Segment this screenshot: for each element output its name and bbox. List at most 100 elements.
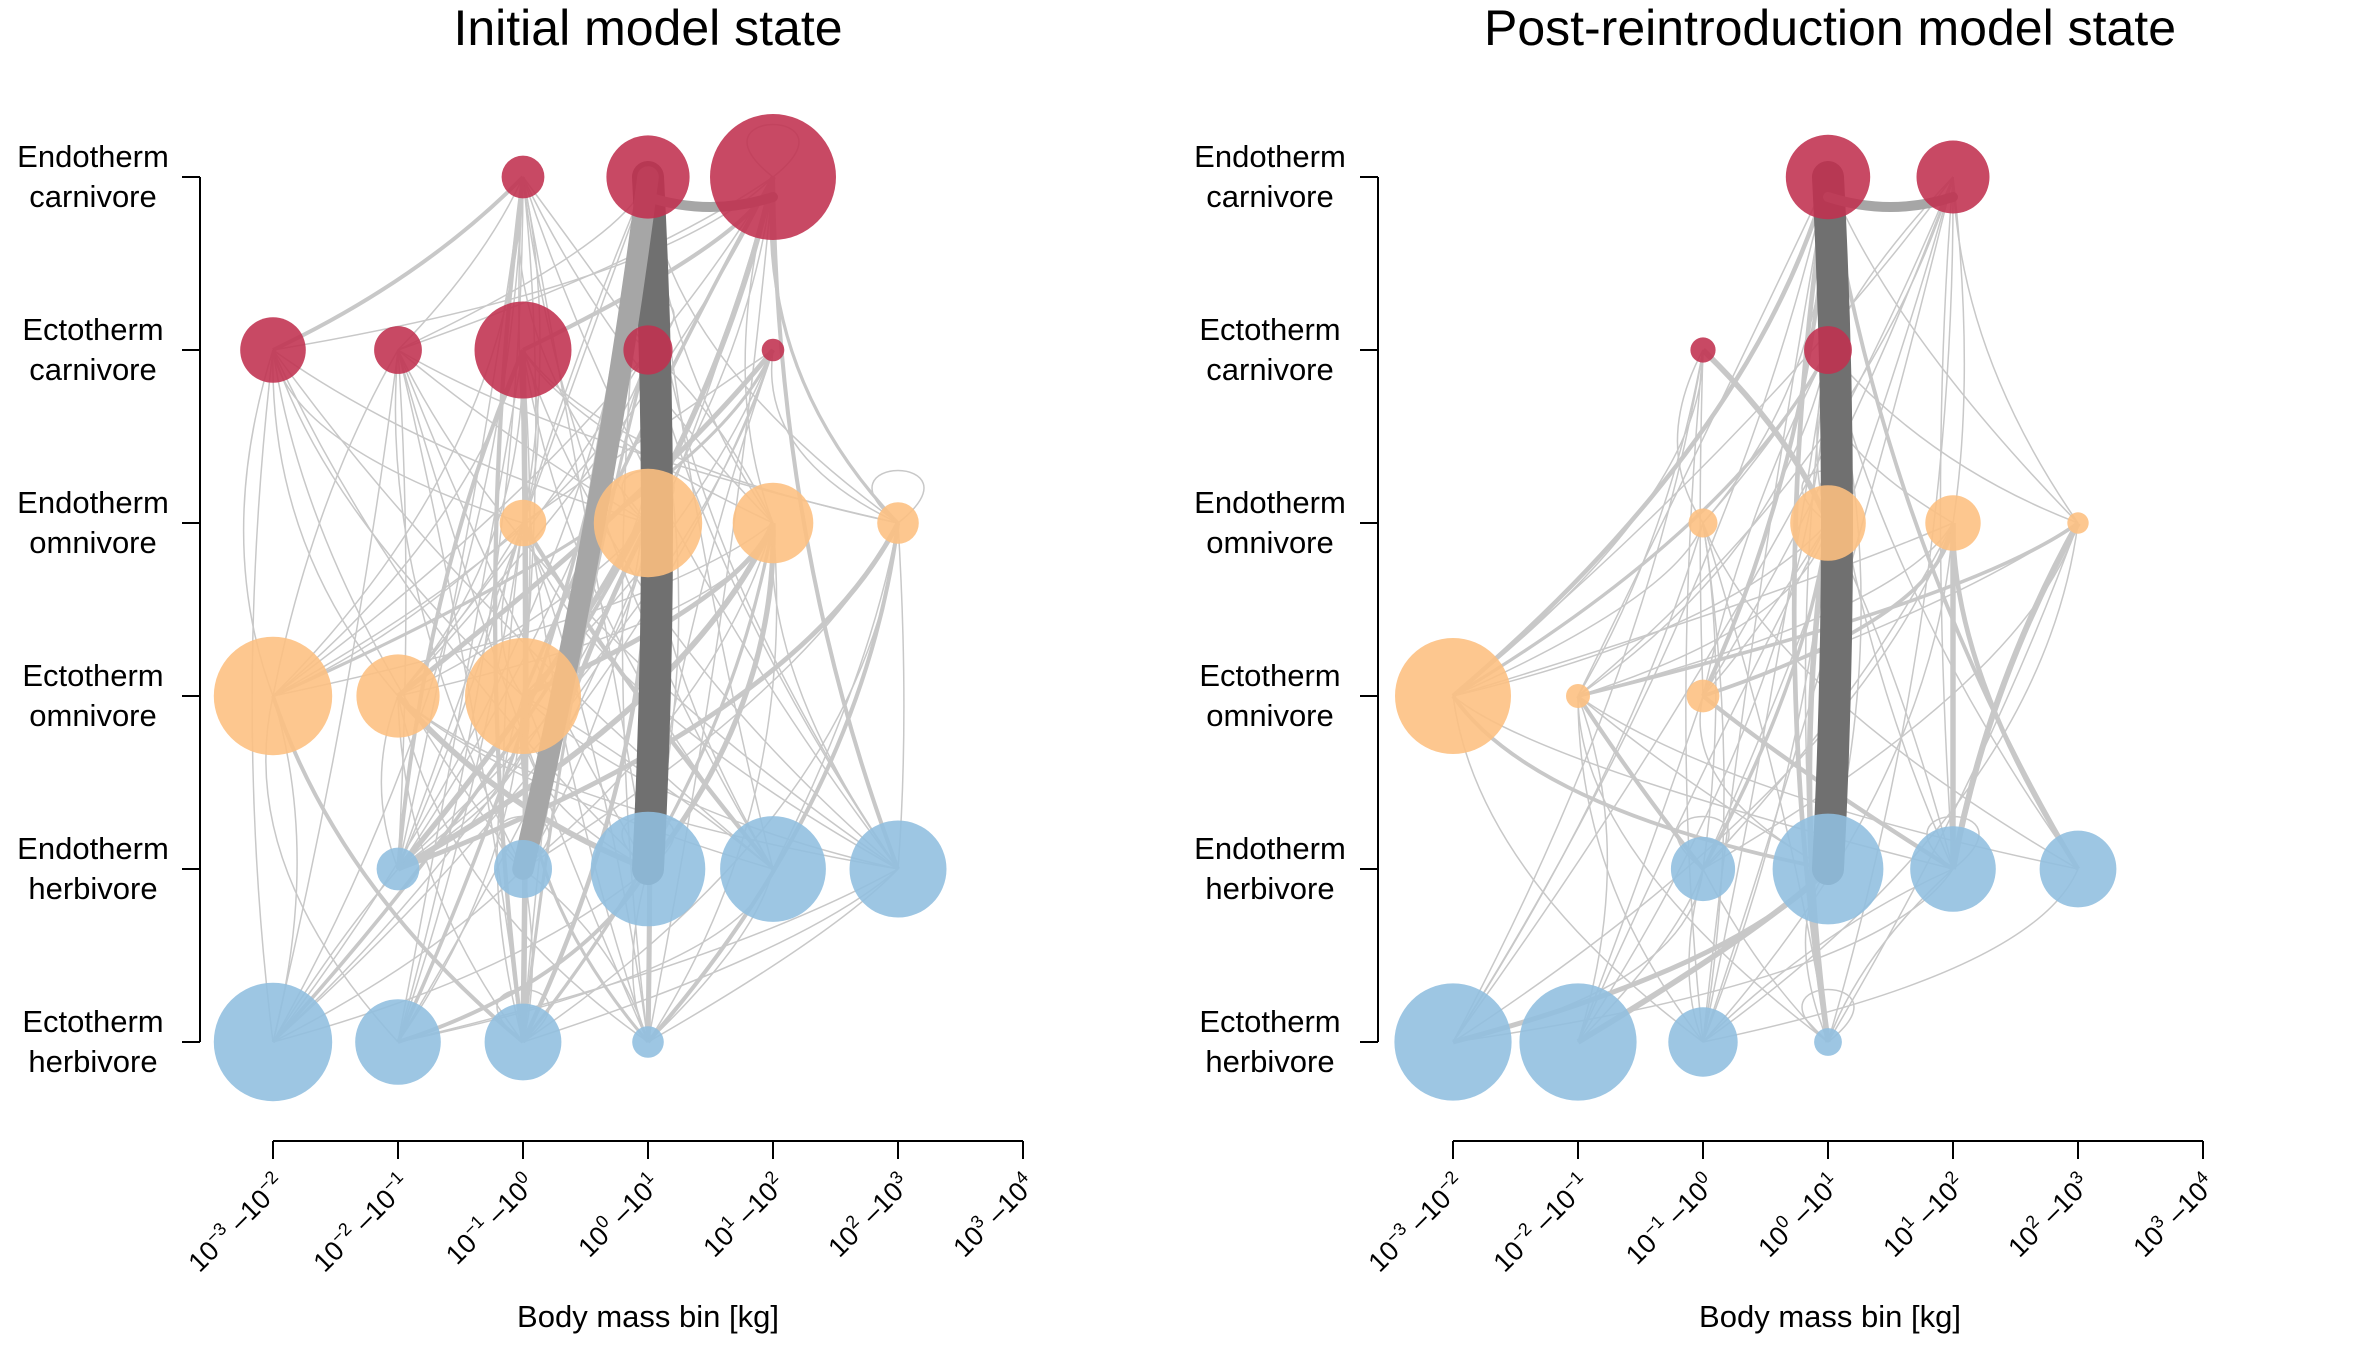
- biomass-node: [710, 114, 836, 240]
- feeding-link: [522, 176, 649, 524]
- x-tick-label: 10−3 –10−2: [180, 1167, 291, 1278]
- biomass-node: [2039, 830, 2117, 908]
- feeding-link: [871, 469, 925, 524]
- feeding-link: [1452, 176, 1954, 697]
- feeding-link: [1452, 522, 1704, 1043]
- feeding-link: [397, 176, 524, 870]
- biomass-node: [474, 301, 572, 399]
- feeding-link: [1676, 349, 1704, 524]
- food-web-links: [242, 123, 925, 1044]
- panel-post-reintroduction: Post-reintroduction model state Endother…: [1194, 0, 2214, 1334]
- biomass-node: [1925, 495, 1981, 551]
- x-tick-label: 10−2 –10−1: [305, 1167, 416, 1278]
- row-label: Endotherm omnivore: [1194, 485, 1346, 560]
- feeding-link: [1577, 176, 1829, 697]
- feeding-link: [1702, 522, 2079, 1043]
- x-tick-label: 102 –103: [2000, 1167, 2096, 1263]
- biomass-node: [1686, 679, 1720, 713]
- biomass-node: [761, 338, 785, 362]
- biomass-node: [1690, 337, 1716, 363]
- feeding-link: [1702, 522, 2079, 870]
- feeding-link: [397, 695, 524, 1043]
- row-label: Endotherm herbivore: [17, 831, 169, 906]
- feeding-link: [272, 349, 524, 870]
- feeding-link: [1827, 176, 1954, 1043]
- feeding-link: [272, 349, 774, 870]
- feeding-link: [1451, 176, 1831, 698]
- feeding-link: [397, 522, 524, 1043]
- feeding-link: [771, 349, 899, 524]
- feeding-link: [521, 521, 775, 871]
- feeding-link: [272, 349, 524, 697]
- row-label: Ectotherm omnivore: [1199, 658, 1340, 733]
- feeding-link: [522, 522, 899, 870]
- biomass-node: [240, 317, 306, 383]
- feeding-link: [1702, 522, 1829, 1043]
- biomass-node: [356, 654, 440, 738]
- feeding-link: [397, 521, 901, 872]
- biomass-node: [632, 1026, 664, 1058]
- biomass-node: [732, 482, 814, 564]
- biomass-node: [590, 811, 706, 927]
- y-axis: Endotherm carnivore Ectotherm carnivore Endo…: [1194, 139, 1379, 1079]
- x-tick-label: 100 –101: [570, 1167, 666, 1263]
- feeding-link: [1452, 522, 1954, 1043]
- feeding-link: [518, 176, 649, 1043]
- feeding-link: [502, 522, 524, 1043]
- biomass-node: [1670, 836, 1736, 902]
- biomass-node: [213, 636, 333, 756]
- biomass-node: [499, 499, 547, 547]
- feeding-link: [395, 349, 525, 870]
- feeding-link: [397, 868, 899, 1043]
- feeding-link: [1702, 349, 1829, 1043]
- feeding-link: [1801, 988, 1855, 1043]
- x-tick-label: 101 –102: [1875, 1167, 1971, 1263]
- row-label: Endotherm herbivore: [1194, 831, 1346, 906]
- node-layer: [1394, 134, 2117, 1101]
- row-label: Ectotherm carnivore: [22, 312, 163, 387]
- feeding-link: [1452, 522, 1829, 697]
- x-axis: 10−3 –10−210−2 –10−110−1 –100 100 –101 101…: [180, 1140, 1034, 1278]
- biomass-node: [2067, 512, 2089, 534]
- feeding-link: [522, 522, 774, 870]
- feeding-link: [1577, 695, 1829, 1043]
- x-tick-label: 10−1 –100: [438, 1167, 541, 1270]
- biomass-node: [1790, 485, 1866, 561]
- biomass-node: [1772, 813, 1884, 925]
- biomass-node: [484, 1003, 562, 1081]
- feeding-link: [1685, 349, 1704, 1043]
- biomass-node: [1814, 1028, 1842, 1056]
- feeding-link: [1577, 695, 1704, 1043]
- biomass-node: [1785, 134, 1871, 220]
- feeding-link: [1827, 176, 2079, 524]
- biomass-node: [593, 468, 703, 578]
- feeding-link: [1577, 349, 1829, 697]
- biomass-node: [1668, 1007, 1738, 1077]
- biomass-node: [501, 155, 545, 199]
- row-label: Ectotherm omnivore: [22, 658, 163, 733]
- y-axis: Endotherm carnivore Ectotherm carnivore Endo…: [17, 139, 201, 1079]
- feeding-link: [397, 349, 524, 1043]
- x-tick-label: 10−1 –100: [1618, 1167, 1721, 1270]
- biomass-node: [606, 135, 690, 219]
- feeding-link: [1577, 522, 1954, 697]
- biomass-node: [849, 820, 947, 918]
- feeding-link: [272, 349, 399, 697]
- feeding-link: [647, 522, 778, 1043]
- feeding-link: [1827, 522, 2079, 1043]
- biomass-node: [1394, 983, 1512, 1101]
- feeding-link: [397, 349, 649, 870]
- feeding-link: [272, 175, 525, 352]
- feeding-link: [1950, 521, 2081, 870]
- feeding-link: [897, 522, 905, 870]
- biomass-node: [465, 638, 581, 754]
- food-web-links: [1451, 161, 2081, 1045]
- biomass-node: [1395, 638, 1511, 754]
- feeding-link: [522, 868, 899, 1043]
- feeding-link: [397, 176, 524, 1043]
- feeding-link: [646, 522, 901, 1044]
- panel-title: Post-reintroduction model state: [1484, 0, 2176, 56]
- panel-initial: Initial model state Endotherm carnivore Ec…: [17, 0, 1034, 1334]
- biomass-node: [1910, 826, 1996, 912]
- feeding-link: [522, 522, 649, 1043]
